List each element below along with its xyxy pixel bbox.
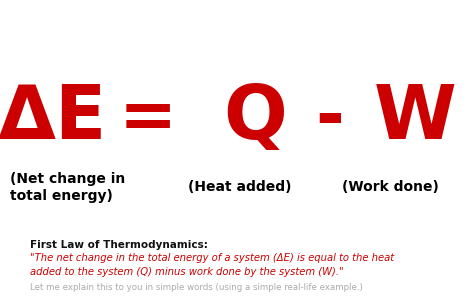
Text: added to the system (Q) minus work done by the system (W).": added to the system (Q) minus work done … [30,267,344,277]
Text: "The net change in the total energy of a system (ΔE) is equal to the heat: "The net change in the total energy of a… [30,253,394,263]
Text: First Law of Thermodynamics Equation: First Law of Thermodynamics Equation [54,11,420,29]
Text: Let me explain this to you in simple words (using a simple real-life example.): Let me explain this to you in simple wor… [30,283,363,292]
Text: Q: Q [223,82,287,155]
Text: ΔE: ΔE [0,82,107,155]
Text: -: - [316,85,345,152]
Text: (Heat added): (Heat added) [188,181,292,194]
Text: =: = [119,85,177,152]
Text: First Law of Thermodynamics:: First Law of Thermodynamics: [30,240,208,250]
Text: (Net change in
total energy): (Net change in total energy) [10,172,125,203]
Text: W: W [374,82,456,155]
Text: (Work done): (Work done) [342,181,438,194]
